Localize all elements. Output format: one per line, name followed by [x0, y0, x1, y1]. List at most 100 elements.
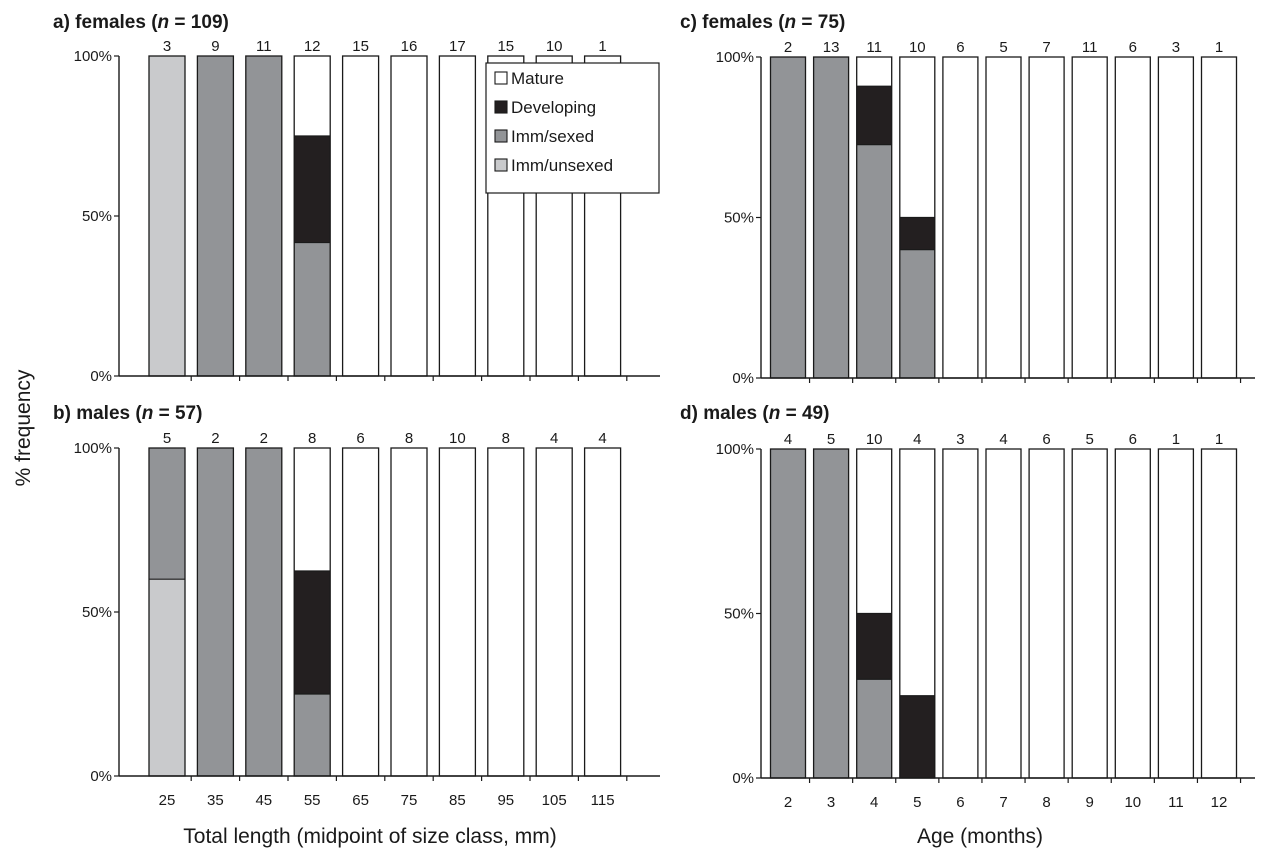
bar-count-label: 15 [352, 38, 369, 55]
bar-count-label: 10 [546, 38, 563, 55]
bar-count-label: 5 [1086, 431, 1094, 448]
bar-count-label: 7 [1042, 39, 1050, 56]
x-tick-label: 65 [352, 792, 369, 809]
bar-segment-mature [856, 449, 892, 614]
x-tick-label: 115 [591, 792, 615, 809]
bar-segment-mature [986, 57, 1021, 378]
bar-count-label: 11 [256, 38, 272, 55]
bar-segment-imm-sexed [856, 679, 892, 778]
x-tick-label: 45 [255, 792, 272, 809]
x-tick-label: 3 [827, 794, 835, 811]
bar-count-label: 1 [1215, 431, 1223, 448]
bar-segment-mature [942, 449, 978, 778]
bar-segment-mature [1029, 449, 1065, 778]
bar-count-label: 3 [1172, 39, 1180, 56]
panel-title-n: n [158, 12, 170, 33]
panel-title-n: n [769, 403, 781, 424]
bar-count-label: 3 [956, 431, 964, 448]
bar-segment-imm-sexed [294, 694, 331, 776]
x-tick-label: 95 [497, 792, 514, 809]
bar-count-label: 5 [163, 430, 171, 447]
legend-swatch-mature [494, 71, 508, 85]
y-tick-label: 50% [724, 210, 754, 227]
bar-segment-mature [342, 448, 379, 776]
bar-segment-mature [1072, 449, 1108, 778]
bar-segment-mature [856, 57, 892, 87]
y-tick-label: 50% [82, 604, 112, 621]
bar-segment-imm-sexed [899, 249, 935, 378]
bar-segment-mature [1158, 57, 1194, 378]
bar-segment-imm-sexed [813, 57, 849, 378]
bar-count-label: 4 [550, 430, 558, 447]
bar-segment-mature [1115, 449, 1151, 778]
y-tick-label: 0% [90, 368, 112, 385]
x-tick-label: 4 [870, 794, 878, 811]
bar-segment-mature [1115, 57, 1151, 378]
legend-label-imm-unsexed: Imm/unsexed [511, 156, 613, 175]
panel-title-suffix: = 109) [169, 12, 229, 33]
bar-segment-mature [1201, 449, 1237, 778]
bar-segment-mature [487, 448, 524, 776]
bar-count-label: 8 [308, 430, 316, 447]
bar-count-label: 9 [211, 38, 219, 55]
bar-count-label: 1 [1215, 39, 1223, 56]
x-axis-title-left: Total length (midpoint of size class, mm… [183, 825, 556, 848]
bar-count-label: 3 [163, 38, 171, 55]
panel-title-prefix: b) males ( [53, 403, 142, 424]
panel-title-prefix: a) females ( [53, 12, 158, 33]
bar-segment-imm-sexed [245, 56, 282, 376]
x-tick-label: 12 [1211, 794, 1228, 811]
bar-count-label: 16 [401, 38, 418, 55]
x-tick-label: 5 [913, 794, 921, 811]
x-tick-label: 8 [1042, 794, 1050, 811]
bar-segment-developing [899, 695, 935, 778]
bar-count-label: 6 [1042, 431, 1050, 448]
y-tick-label: 0% [90, 768, 112, 785]
bar-segment-mature [584, 448, 621, 776]
bar-segment-imm-sexed [149, 448, 185, 580]
legend-box [485, 62, 660, 194]
x-axis-title-right: Age (months) [917, 825, 1043, 848]
bar-count-label: 4 [598, 430, 606, 447]
panel-c-title: c) females (n = 75) [680, 12, 845, 33]
legend: Mature Developing Imm/sexed Imm/unsexed [485, 62, 660, 194]
bar-segment-imm-sexed [245, 448, 282, 776]
x-tick-label: 85 [449, 792, 466, 809]
bar-count-label: 11 [866, 39, 882, 56]
legend-label-developing: Developing [511, 98, 596, 117]
panel-title-suffix: = 57) [153, 403, 202, 424]
bar-count-label: 12 [304, 38, 321, 55]
panel-title-prefix: d) males ( [680, 403, 769, 424]
bar-segment-mature [294, 448, 331, 571]
bar-segment-mature [391, 448, 427, 776]
legend-label-mature: Mature [511, 69, 564, 88]
y-tick-label: 0% [732, 770, 754, 787]
x-tick-label: 11 [1168, 794, 1184, 811]
bar-segment-mature [1072, 57, 1108, 378]
legend-label-imm-sexed: Imm/sexed [511, 127, 594, 146]
bar-count-label: 6 [956, 39, 964, 56]
panel-b-title: b) males (n = 57) [53, 403, 202, 424]
panel-d-title: d) males (n = 49) [680, 403, 829, 424]
bar-segment-mature [439, 56, 476, 376]
bar-segment-developing [294, 571, 331, 694]
panel-b: b) males (n = 57) 0% 50% 100% 5 25 2 35 2 45 8 55 6 6… [53, 403, 660, 809]
bar-count-label: 10 [449, 430, 466, 447]
bar-count-label: 8 [502, 430, 510, 447]
bar-count-label: 11 [1082, 39, 1098, 56]
bar-segment-developing [899, 217, 935, 250]
y-axis-title: % frequency [12, 369, 35, 486]
bar-segment-mature [1029, 57, 1065, 378]
bar-count-label: 1 [598, 38, 606, 55]
x-tick-label: 6 [956, 794, 964, 811]
panel-title-suffix: = 75) [796, 12, 845, 33]
bar-segment-developing [856, 613, 892, 680]
y-tick-label: 100% [74, 440, 112, 457]
bar-count-label: 8 [405, 430, 413, 447]
panel-title-prefix: c) females ( [680, 12, 785, 33]
bar-segment-imm-sexed [856, 144, 892, 378]
bar-count-label: 2 [211, 430, 219, 447]
bar-segment-imm-unsexed [149, 56, 185, 376]
x-tick-label: 35 [207, 792, 224, 809]
